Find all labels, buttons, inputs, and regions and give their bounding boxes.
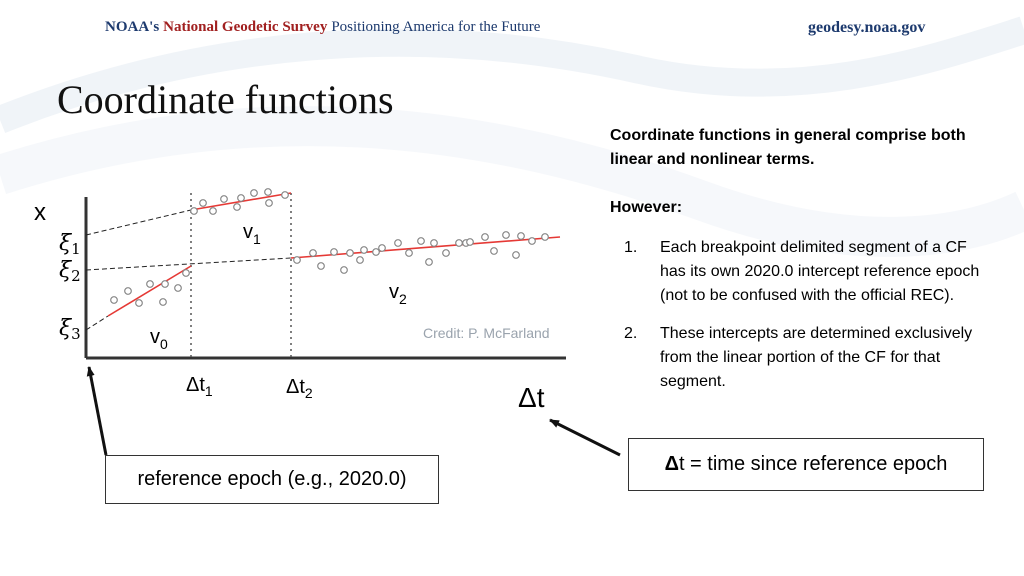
- data-point: [541, 233, 549, 241]
- data-point: [417, 237, 425, 245]
- data-point: [517, 232, 525, 240]
- list-item: 1. Each breakpoint delimited segment of …: [610, 236, 1010, 308]
- data-point: [455, 239, 463, 247]
- data-point: [466, 238, 474, 246]
- data-point: [146, 280, 154, 288]
- breakpoint-label-2: Δt2: [286, 376, 313, 401]
- observation-points: [110, 188, 549, 307]
- data-point: [425, 258, 433, 266]
- velocity-label-0: v0: [150, 326, 168, 352]
- data-point: [490, 247, 498, 255]
- data-point: [502, 231, 510, 239]
- delta-symbol: Δ: [664, 453, 679, 475]
- data-point: [250, 189, 258, 197]
- header-website[interactable]: geodesy.noaa.gov: [808, 19, 926, 36]
- arrow-to-dt: [549, 418, 621, 457]
- header-branding: NOAA's National Geodetic Survey Positionin…: [105, 19, 540, 36]
- header-bar: NOAA's National Geodetic Survey Positionin…: [0, 0, 1024, 60]
- image-credit: Credit: P. McFarland: [423, 325, 550, 341]
- panel-however: However:: [610, 199, 683, 216]
- data-point: [174, 284, 182, 292]
- xi-label-2: ξ2: [59, 258, 81, 285]
- data-point: [405, 249, 413, 257]
- data-point: [372, 248, 380, 256]
- data-point: [340, 266, 348, 274]
- data-point: [309, 249, 317, 257]
- delta-t-callout: Δt = time since reference epoch: [628, 438, 984, 491]
- slide-title: Coordinate functions: [57, 77, 394, 122]
- data-point: [356, 256, 364, 264]
- delta-t-text: t = time since reference epoch: [678, 453, 948, 475]
- data-point: [199, 199, 207, 207]
- data-point: [124, 287, 132, 295]
- data-point: [161, 280, 169, 288]
- data-point: [293, 256, 301, 264]
- data-point: [481, 233, 489, 241]
- data-point: [190, 207, 198, 215]
- header-tagline: Positioning America for the Future: [331, 19, 541, 35]
- xi-label-3: ξ3: [59, 316, 81, 343]
- panel-intro: Coordinate functions in general comprise…: [610, 127, 966, 168]
- data-point: [237, 194, 245, 202]
- header-agency: National Geodetic Survey: [163, 19, 328, 35]
- data-point: [159, 298, 167, 306]
- data-point: [110, 296, 118, 304]
- data-point: [378, 244, 386, 252]
- data-point: [317, 262, 325, 270]
- data-point: [442, 249, 450, 257]
- explanation-panel: Coordinate functions in general comprise…: [610, 124, 1010, 408]
- panel-list: 1. Each breakpoint delimited segment of …: [610, 236, 1010, 394]
- data-point: [394, 239, 402, 247]
- y-axis-label: x: [34, 199, 46, 226]
- data-point: [360, 246, 368, 254]
- reference-epoch-callout: reference epoch (e.g., 2020.0): [105, 455, 439, 504]
- data-point: [265, 199, 273, 207]
- data-point: [281, 191, 289, 199]
- x-axis-label: Δt: [518, 382, 545, 413]
- velocity-label-2: v2: [389, 281, 407, 307]
- data-point: [512, 251, 520, 259]
- list-item-number: 2.: [624, 325, 638, 342]
- data-point: [528, 237, 536, 245]
- extrapolation-line-3: [85, 315, 109, 331]
- extrapolation-line-2: [85, 257, 292, 271]
- data-point: [135, 299, 143, 307]
- data-point: [330, 248, 338, 256]
- data-point: [430, 239, 438, 247]
- arrow-to-origin: [86, 366, 108, 456]
- list-item: 2. These intercepts are determined exclu…: [610, 322, 1010, 394]
- breakpoint-label-1: Δt1: [186, 374, 213, 399]
- data-point: [220, 195, 228, 203]
- data-point: [182, 269, 190, 277]
- xi-label-1: ξ1: [59, 231, 81, 258]
- list-item-text: Each breakpoint delimited segment of a C…: [660, 239, 980, 304]
- list-item-number: 1.: [624, 239, 638, 256]
- header-org: NOAA's: [105, 19, 160, 35]
- fit-line-segment-0: [107, 265, 192, 317]
- data-point: [264, 188, 272, 196]
- list-item-text: These intercepts are determined exclusiv…: [660, 325, 973, 390]
- data-point: [346, 249, 354, 257]
- data-point: [209, 207, 217, 215]
- extrapolation-line-1: [85, 209, 192, 236]
- velocity-label-1: v1: [243, 221, 261, 247]
- data-point: [233, 203, 241, 211]
